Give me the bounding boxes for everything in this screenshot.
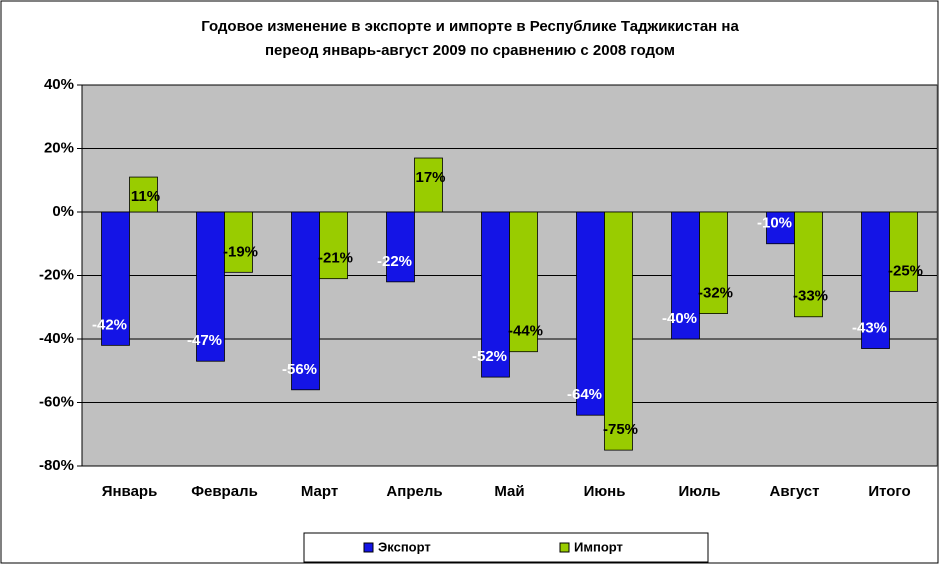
bar [509,211,538,353]
data-label: 11% [131,188,160,205]
bar [766,211,795,245]
data-label: -32% [698,285,733,302]
data-label: -75% [603,421,638,438]
y-tick-label: -20% [39,266,74,283]
chart-title: переод январь-август 2009 по сравнению с… [265,42,675,59]
data-label: -64% [567,386,602,403]
x-tick-label: Май [494,483,524,500]
data-label: -44% [508,323,543,340]
legend-label: Импорт [574,539,623,554]
chart-title: Годовое изменение в экспорте и импорте в… [201,18,739,35]
legend-swatch [559,542,570,553]
data-label: -52% [472,348,507,365]
bar [224,211,253,273]
x-tick-label: Июль [679,483,721,500]
bar [196,211,225,362]
x-tick-label: Итого [868,483,910,500]
legend-swatch [363,542,374,553]
y-tick-label: 0% [52,203,74,220]
data-label: -33% [793,288,828,305]
data-label: -10% [757,215,792,232]
y-tick-label: -40% [39,330,74,347]
data-label: 17% [415,169,445,186]
bar [129,176,158,213]
bar [604,211,633,451]
bar [291,211,320,391]
bar [794,211,823,318]
legend-label: Экспорт [378,539,431,554]
y-tick-label: -80% [39,457,74,474]
data-label: -21% [318,250,353,267]
bar [319,211,348,280]
y-tick-label: 40% [44,76,74,93]
bar [386,211,415,283]
data-label: -56% [282,361,317,378]
data-label: -42% [92,316,127,333]
x-tick-label: Апрель [386,483,442,500]
data-label: -40% [662,310,697,327]
bar [861,211,890,349]
bar [101,211,130,346]
bar [699,211,728,314]
x-tick-label: Февраль [191,483,258,500]
data-label: -22% [377,253,412,270]
y-tick-label: -60% [39,393,74,410]
data-label: -19% [223,243,258,260]
bar [671,211,700,340]
y-tick-label: 20% [44,139,74,156]
x-tick-label: Март [301,483,338,500]
x-tick-label: Июнь [584,483,626,500]
bar [481,211,510,378]
bar [414,157,443,213]
bar [889,211,918,292]
data-label: -43% [852,319,887,336]
data-label: -25% [888,262,923,279]
data-label: -47% [187,332,222,349]
x-tick-label: Август [770,483,820,500]
bar [576,211,605,416]
x-tick-label: Январь [102,483,158,500]
